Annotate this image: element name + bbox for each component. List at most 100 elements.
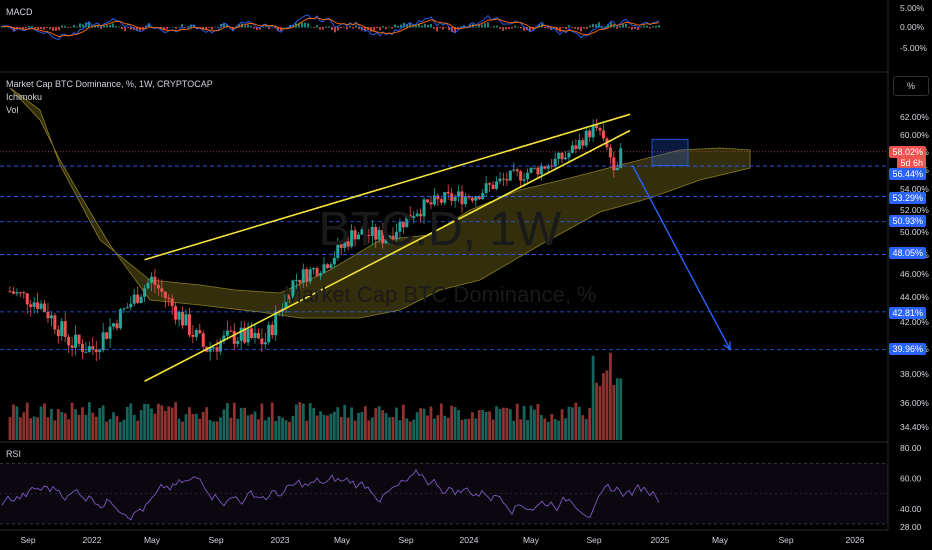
candle bbox=[63, 321, 67, 337]
macd-histogram-bar bbox=[586, 27, 588, 29]
macd-histogram-bar bbox=[514, 25, 516, 28]
macd-histogram-bar bbox=[589, 25, 591, 28]
macd-histogram-bar bbox=[313, 27, 315, 28]
candle bbox=[156, 284, 160, 289]
volume-bar bbox=[257, 419, 260, 440]
macd-pane[interactable] bbox=[1, 14, 660, 40]
macd-histogram-bar bbox=[493, 26, 495, 28]
signal-line bbox=[1, 17, 660, 38]
ichimoku-label[interactable]: Ichimoku bbox=[6, 92, 43, 102]
volume-bar bbox=[167, 406, 171, 440]
volume-bar bbox=[60, 412, 64, 440]
macd-histogram-bar bbox=[52, 27, 54, 32]
macd-histogram-bar bbox=[328, 26, 330, 28]
price-tick-label: 52.00% bbox=[900, 205, 929, 215]
volume-bar bbox=[508, 409, 512, 440]
candle bbox=[439, 199, 443, 203]
volume-bar bbox=[208, 419, 212, 440]
macd-label[interactable]: MACD bbox=[6, 7, 33, 17]
candle bbox=[491, 184, 495, 189]
wedge-lower-line bbox=[144, 129, 631, 382]
volume-bar bbox=[46, 417, 50, 440]
projection-arrow[interactable] bbox=[631, 165, 731, 351]
volume-bar bbox=[15, 406, 19, 440]
macd-histogram-bar bbox=[649, 27, 651, 29]
volume-bar bbox=[222, 409, 226, 440]
macd-histogram-bar bbox=[148, 23, 150, 28]
time-tick-label: May bbox=[334, 535, 351, 545]
candle bbox=[457, 191, 461, 197]
volume-bar bbox=[398, 420, 402, 440]
candle bbox=[312, 268, 316, 270]
candle bbox=[488, 183, 492, 185]
candle bbox=[250, 328, 254, 338]
volume-bar bbox=[546, 421, 550, 440]
level-label: 42.81% bbox=[889, 307, 926, 319]
macd-histogram-bar bbox=[88, 21, 90, 28]
rising-wedge[interactable] bbox=[144, 113, 631, 382]
macd-histogram-bar bbox=[334, 27, 336, 33]
macd-histogram-bar bbox=[511, 27, 513, 29]
macd-histogram-bar bbox=[457, 27, 459, 29]
unit-toggle-button[interactable]: % bbox=[893, 76, 929, 96]
volume-bar bbox=[443, 415, 447, 440]
volume-bar bbox=[488, 411, 492, 440]
candle bbox=[515, 169, 519, 172]
horizontal-levels[interactable] bbox=[0, 138, 888, 350]
rsi-label[interactable]: RSI bbox=[6, 449, 22, 459]
candle bbox=[98, 350, 102, 353]
candle bbox=[305, 269, 309, 282]
macd-histogram-bar bbox=[211, 27, 213, 30]
macd-histogram-bar bbox=[376, 27, 378, 29]
candle bbox=[194, 330, 198, 337]
macd-histogram-bar bbox=[70, 26, 72, 28]
candle bbox=[477, 196, 481, 200]
macd-histogram-bar bbox=[580, 27, 582, 32]
candle bbox=[181, 311, 185, 326]
candle bbox=[201, 333, 205, 347]
rsi-pane[interactable] bbox=[0, 462, 888, 525]
volume-bar bbox=[246, 415, 250, 440]
macd-histogram-bar bbox=[127, 27, 129, 28]
macd-histogram-bar bbox=[475, 26, 477, 28]
volume-bar bbox=[139, 409, 143, 440]
candle bbox=[198, 330, 202, 334]
candle bbox=[132, 294, 136, 304]
macd-histogram-bar bbox=[409, 23, 411, 28]
candle bbox=[170, 298, 174, 307]
macd-histogram-bar bbox=[298, 22, 300, 28]
volume-bar bbox=[446, 417, 450, 440]
volume-bar bbox=[305, 420, 309, 440]
macd-histogram-bar bbox=[343, 26, 345, 28]
volume-bar bbox=[81, 407, 84, 440]
vol-label[interactable]: Vol bbox=[6, 105, 19, 115]
macd-tick-label: 5.00% bbox=[900, 3, 925, 13]
volume-bar bbox=[39, 406, 43, 440]
candle bbox=[187, 314, 191, 335]
macd-histogram-bar bbox=[223, 22, 225, 28]
volume-bar bbox=[312, 407, 316, 440]
macd-histogram-bar bbox=[304, 22, 306, 28]
volume-bar bbox=[163, 410, 167, 440]
price-tick-label: 38.00% bbox=[900, 369, 929, 379]
macd-histogram-bar bbox=[55, 27, 57, 31]
candle bbox=[453, 196, 457, 201]
macd-histogram-bar bbox=[400, 24, 402, 28]
volume-bar bbox=[112, 412, 115, 440]
candle bbox=[267, 324, 271, 343]
macd-histogram-bar bbox=[40, 27, 42, 30]
macd-histogram-bar bbox=[379, 27, 381, 31]
candle bbox=[101, 332, 105, 351]
volume-bar bbox=[464, 419, 467, 440]
volume-bar bbox=[263, 420, 267, 440]
chart-title: Market Cap BTC Dominance, %, 1W, CRYPTOC… bbox=[6, 79, 213, 89]
candle bbox=[29, 304, 33, 307]
macd-histogram-bar bbox=[217, 26, 219, 28]
macd-histogram-bar bbox=[283, 26, 285, 28]
volume-bar bbox=[401, 404, 405, 440]
macd-histogram-bar bbox=[109, 24, 111, 28]
candle bbox=[339, 244, 343, 248]
macd-histogram-bar bbox=[67, 27, 69, 28]
volume-bar bbox=[170, 407, 174, 440]
